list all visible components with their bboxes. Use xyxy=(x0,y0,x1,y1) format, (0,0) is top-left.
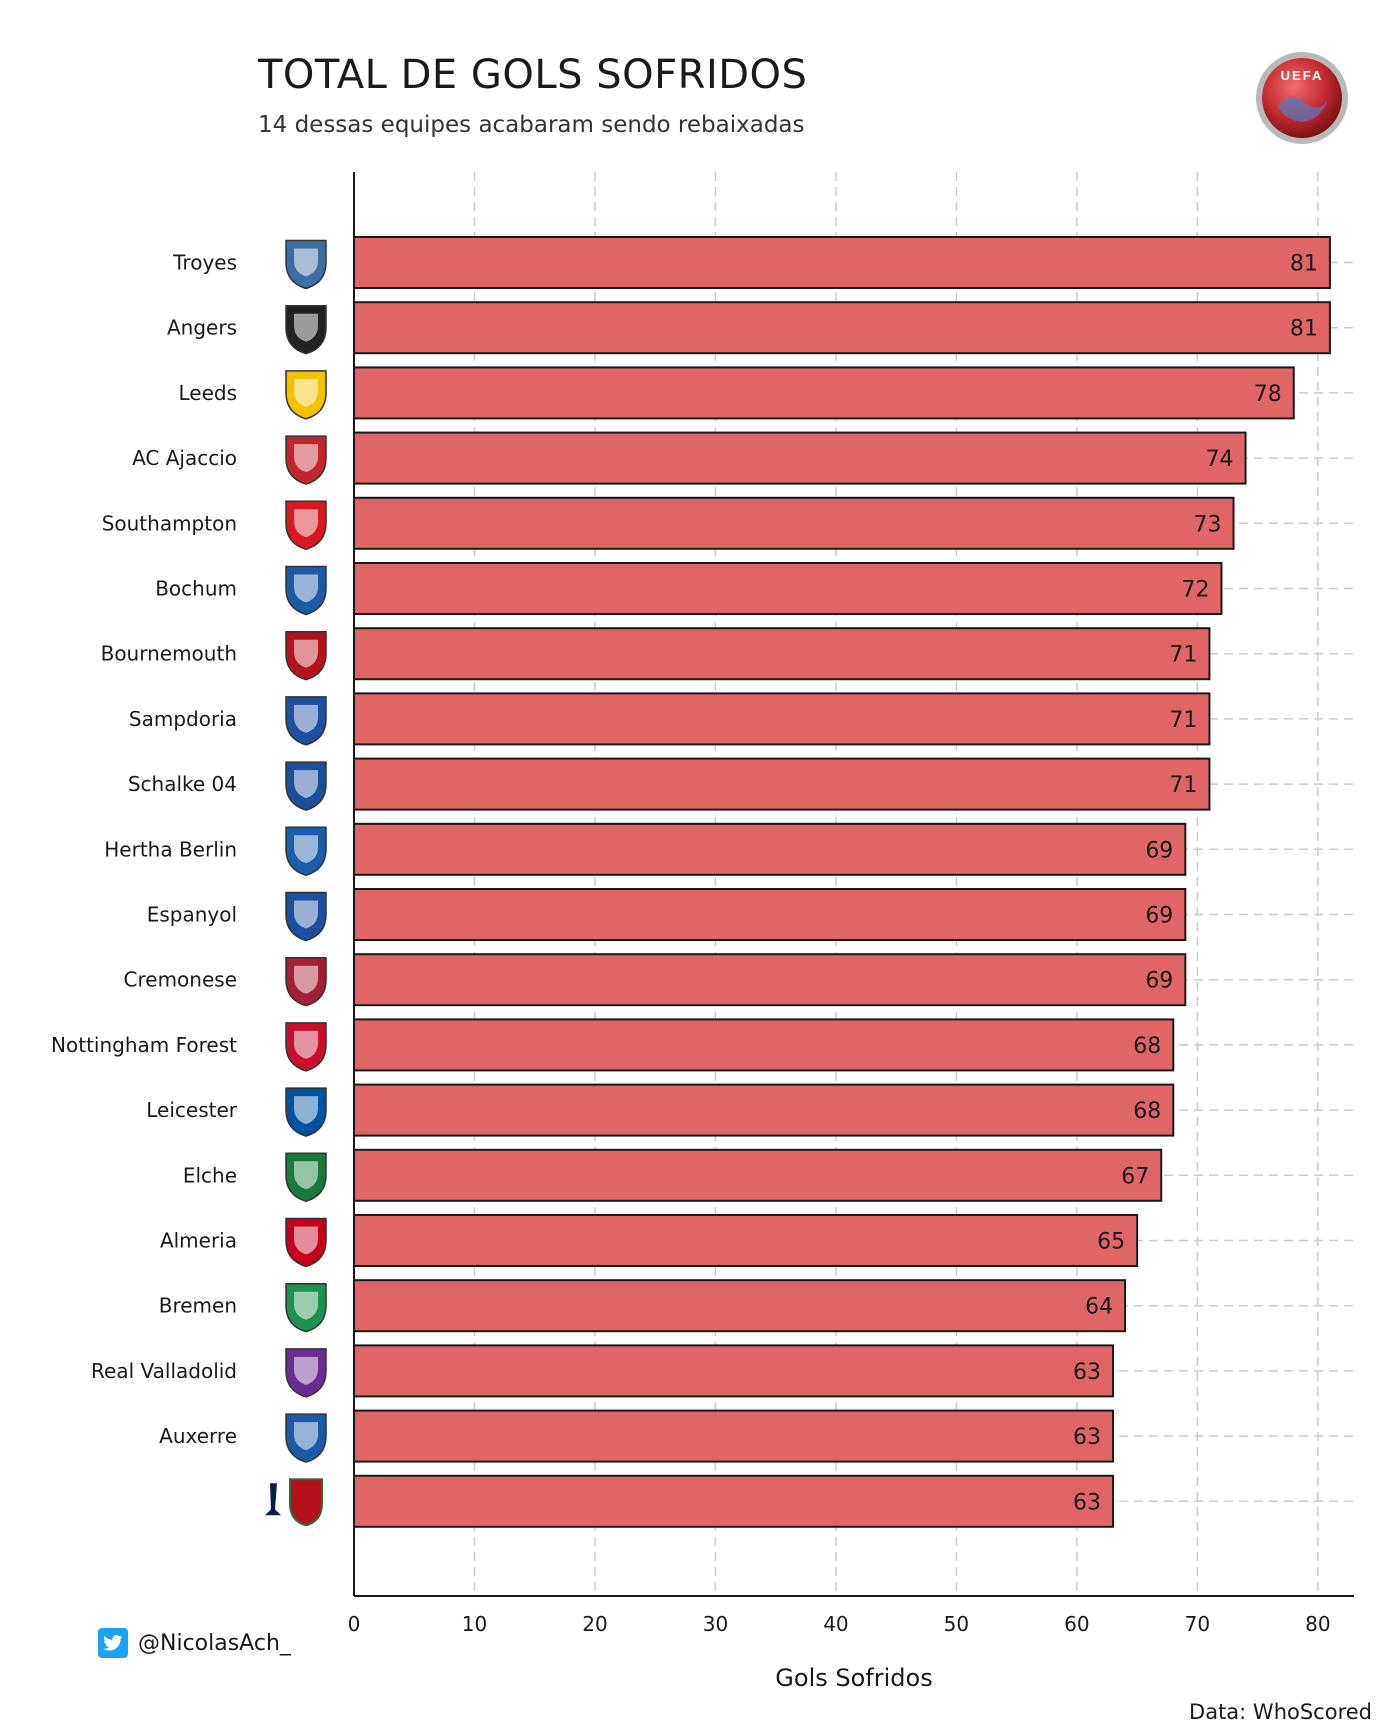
crest-detail xyxy=(294,639,318,668)
category-label: Espanyol xyxy=(147,903,237,927)
crest-detail xyxy=(294,835,318,864)
x-tick-label: 30 xyxy=(703,1612,728,1636)
bar xyxy=(353,236,1331,289)
x-tick-label: 10 xyxy=(462,1612,487,1636)
crest-detail xyxy=(294,248,318,277)
category-label: Angers xyxy=(167,316,237,340)
category-label: Leeds xyxy=(178,381,237,405)
augsburg-crest-icon xyxy=(289,1478,323,1527)
crest-detail xyxy=(294,965,318,994)
bar xyxy=(353,431,1247,485)
bar-value-label: 69 xyxy=(1145,969,1173,994)
bar-value-label: 81 xyxy=(1290,252,1318,277)
crest-detail xyxy=(294,1030,318,1059)
category-label: Southampton xyxy=(102,511,237,535)
crest-detail xyxy=(294,1356,318,1385)
x-tick-label: 20 xyxy=(582,1612,607,1636)
bar-value-label: 81 xyxy=(1290,317,1318,342)
bar-value-label: 69 xyxy=(1145,904,1173,929)
bar xyxy=(353,1148,1163,1202)
bar xyxy=(353,627,1211,681)
bar-value-label: 67 xyxy=(1121,1164,1149,1189)
crest-detail xyxy=(294,574,318,603)
crest-detail xyxy=(294,704,318,733)
handle-text: @NicolasAch_ xyxy=(138,1630,291,1656)
data-source: Data: WhoScored xyxy=(1189,1700,1372,1724)
category-label: Cremonese xyxy=(124,968,237,992)
category-label: Nottingham Forest xyxy=(51,1033,237,1057)
x-tick-label: 70 xyxy=(1185,1612,1210,1636)
bar xyxy=(353,562,1223,615)
crest-detail xyxy=(294,444,318,473)
bar-value-label: 73 xyxy=(1194,512,1222,537)
bar-value-label: 71 xyxy=(1169,773,1197,798)
category-label: Schalke 04 xyxy=(128,772,237,796)
bar-value-label: 63 xyxy=(1073,1360,1101,1385)
bar xyxy=(353,953,1187,1007)
crest-detail xyxy=(294,1161,318,1190)
bar-value-label: 71 xyxy=(1169,708,1197,733)
bar xyxy=(353,822,1187,876)
bar-value-label: 63 xyxy=(1073,1425,1101,1450)
category-label: Almeria xyxy=(160,1229,237,1253)
twitter-icon xyxy=(98,1628,128,1658)
bar-value-label: 72 xyxy=(1181,578,1209,603)
crest-detail xyxy=(294,1226,318,1255)
bar xyxy=(353,692,1211,746)
crest-detail xyxy=(294,313,318,342)
bar xyxy=(353,1279,1127,1333)
crest-detail xyxy=(294,1096,318,1125)
x-tick-label: 60 xyxy=(1064,1612,1089,1636)
category-label: Troyes xyxy=(172,251,237,275)
bar-value-label: 64 xyxy=(1085,1295,1113,1320)
uefa-logo-text: UEFA xyxy=(1281,68,1324,83)
bar xyxy=(353,1344,1115,1398)
category-label: AC Ajaccio xyxy=(132,446,237,470)
x-tick-label: 0 xyxy=(348,1612,361,1636)
bar xyxy=(353,1083,1175,1137)
crest-detail xyxy=(294,900,318,929)
bar xyxy=(353,757,1211,811)
x-tick-label: 40 xyxy=(823,1612,848,1636)
category-label: Sampdoria xyxy=(129,707,237,731)
bar xyxy=(353,366,1295,420)
category-label: Auxerre xyxy=(159,1424,237,1448)
bar xyxy=(353,1018,1175,1072)
bar-value-label: 74 xyxy=(1206,447,1234,472)
category-label: Bremen xyxy=(159,1294,237,1318)
bar xyxy=(353,888,1187,941)
category-label: Hertha Berlin xyxy=(104,837,237,861)
bar xyxy=(353,1214,1139,1267)
crest-detail xyxy=(294,1422,318,1451)
category-label: Bochum xyxy=(155,577,237,601)
twitter-handle: @NicolasAch_ xyxy=(98,1628,291,1658)
crest-detail xyxy=(294,378,318,407)
chart-title: TOTAL DE GOLS SOFRIDOS xyxy=(258,52,808,98)
x-axis-label: Gols Sofridos xyxy=(775,1664,932,1692)
bar-value-label: 63 xyxy=(1073,1490,1101,1515)
chart-subtitle: 14 dessas equipes acabaram sendo rebaixa… xyxy=(258,112,805,138)
bar-value-label: 68 xyxy=(1133,1034,1161,1059)
category-label: Real Valladolid xyxy=(91,1359,237,1383)
crest-detail xyxy=(294,509,318,538)
bar-value-label: 68 xyxy=(1133,1099,1161,1124)
uefa-logo-icon: UEFA xyxy=(1254,50,1350,150)
bar-value-label: 78 xyxy=(1254,382,1282,407)
category-label: Bournemouth xyxy=(101,642,237,666)
bar xyxy=(353,496,1235,550)
bar-value-label: 71 xyxy=(1169,643,1197,668)
bar xyxy=(353,301,1331,355)
bar xyxy=(353,1474,1115,1528)
crest-detail xyxy=(294,1291,318,1320)
bar-value-label: 69 xyxy=(1145,838,1173,863)
x-tick-label: 50 xyxy=(944,1612,969,1636)
bar-value-label: 65 xyxy=(1097,1230,1125,1255)
crest-detail xyxy=(294,770,318,799)
tottenham-crest-icon xyxy=(265,1483,281,1516)
x-tick-label: 80 xyxy=(1305,1612,1330,1636)
category-label: Elche xyxy=(183,1163,237,1187)
bar xyxy=(353,1409,1115,1463)
category-label: Leicester xyxy=(146,1098,238,1122)
